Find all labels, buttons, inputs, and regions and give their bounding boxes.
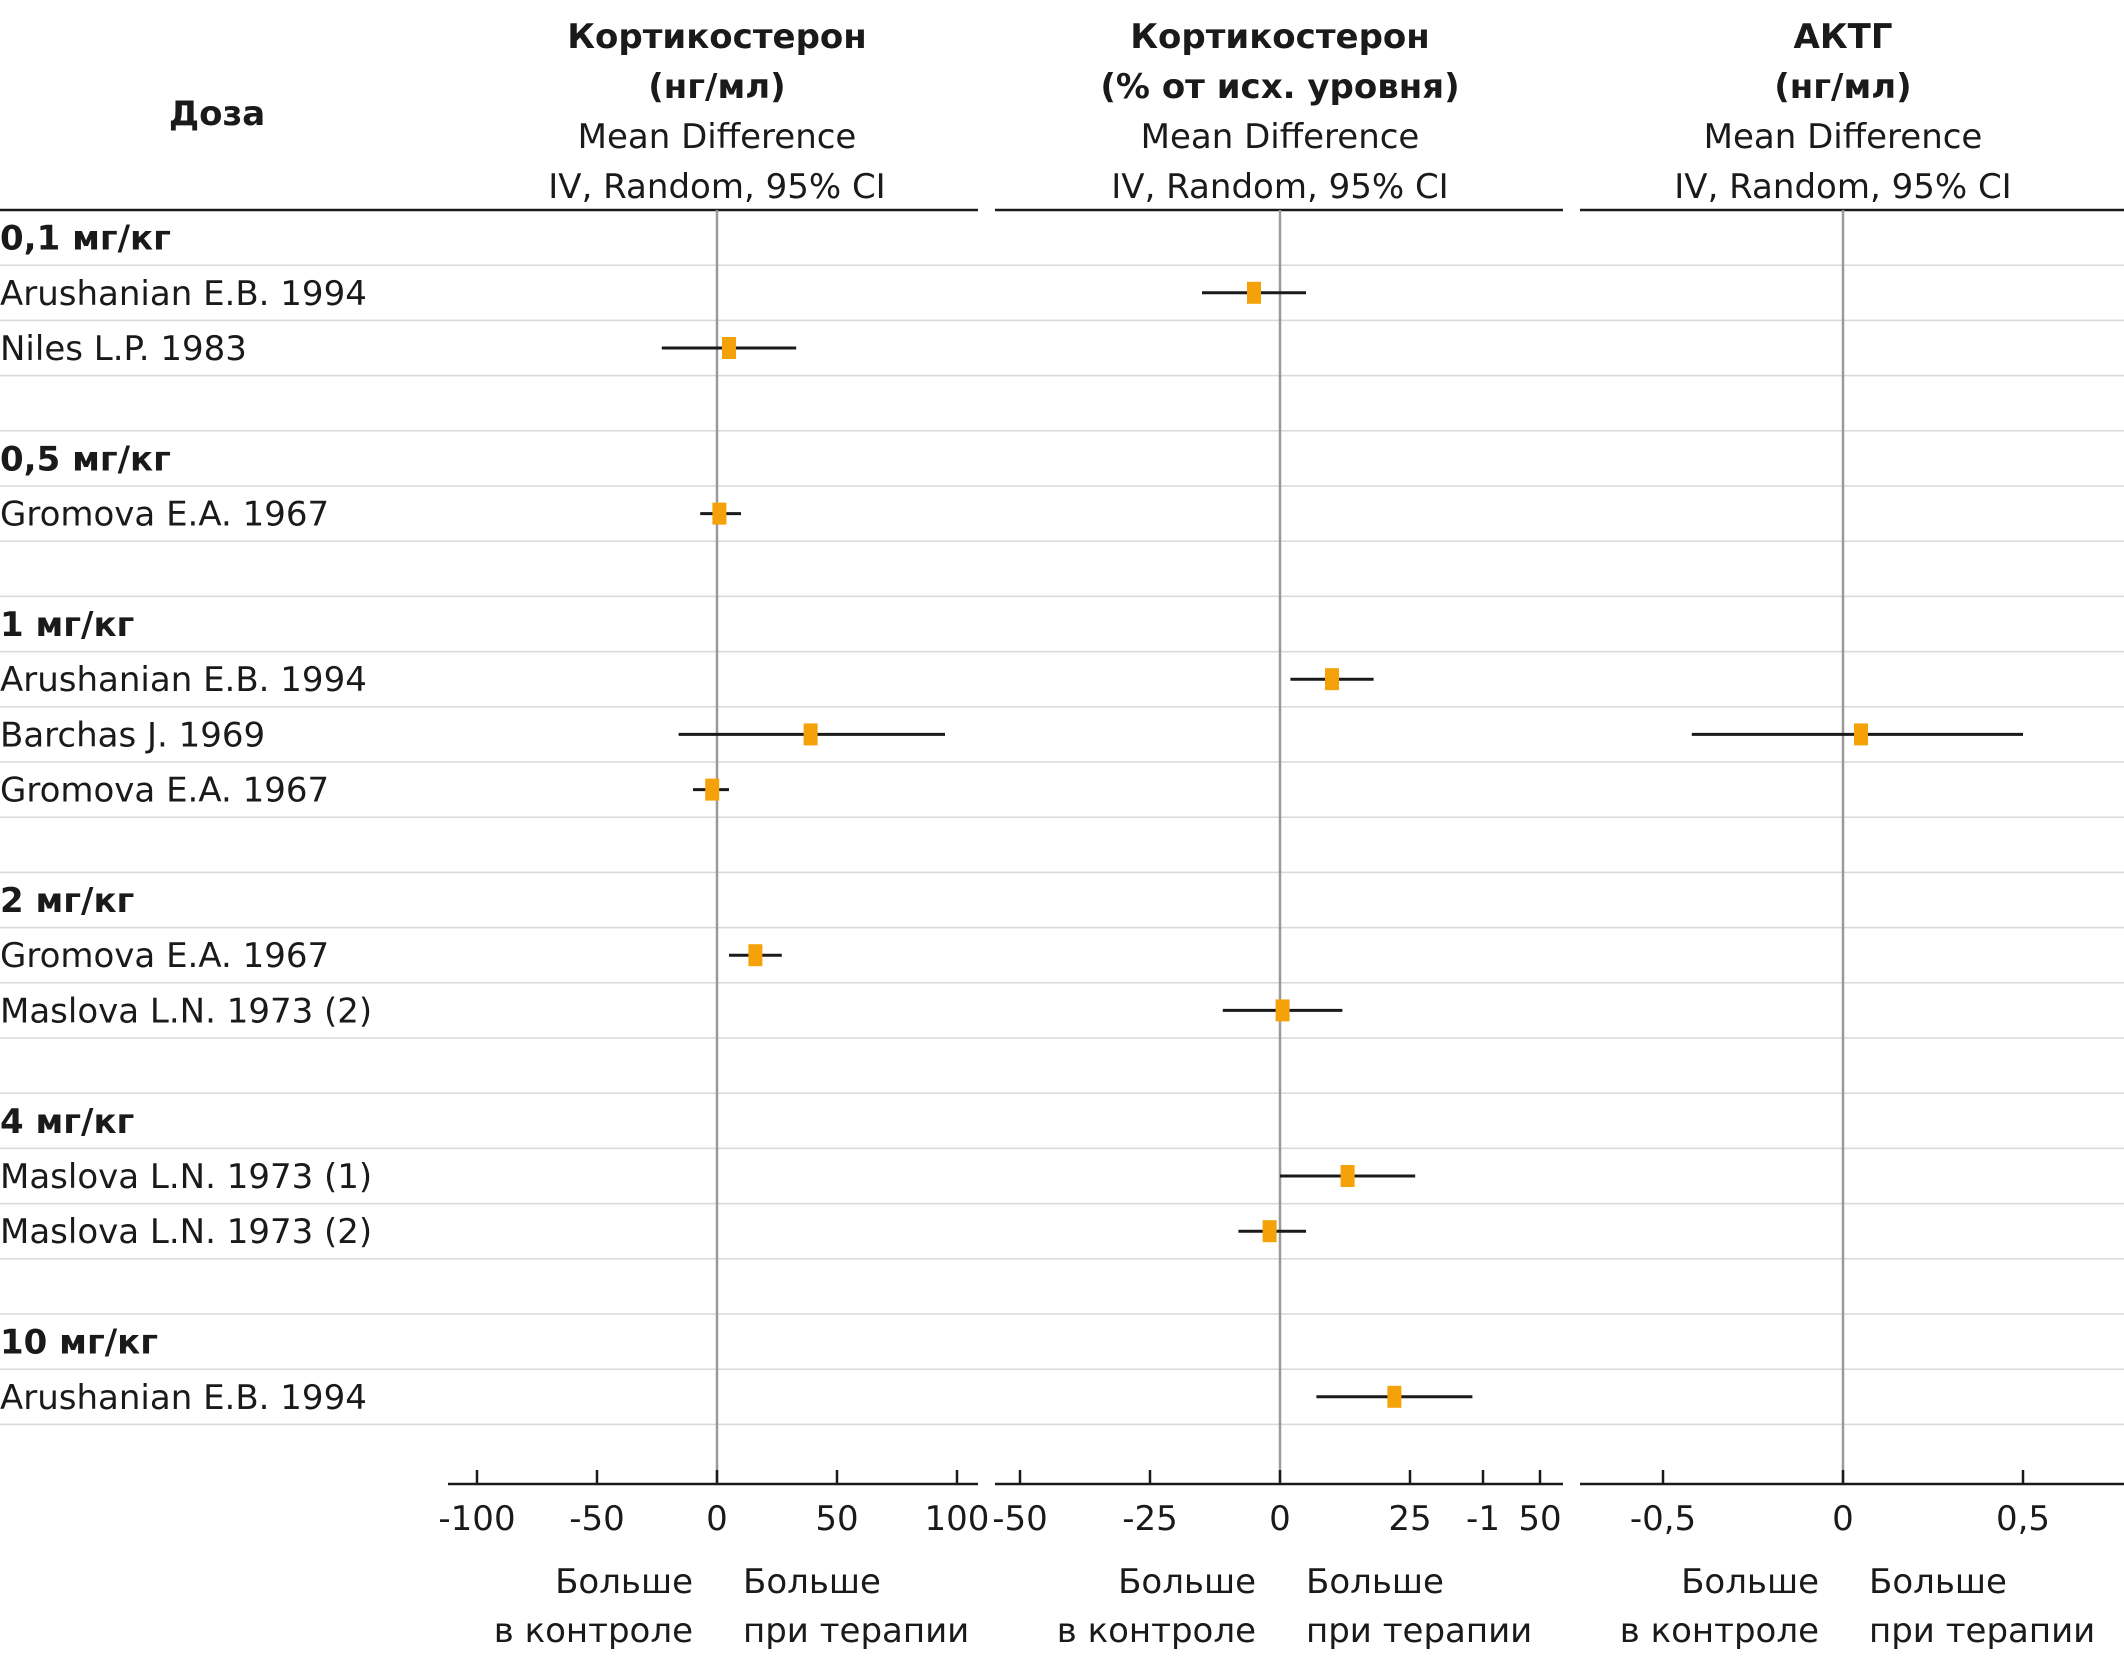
study-label: Maslova L.N. 1973 (2) — [0, 1212, 372, 1252]
dose-header: Доза — [169, 94, 265, 134]
study-label: Gromova E.A. 1967 — [0, 936, 329, 976]
effect-marker — [803, 723, 818, 746]
effect-marker — [722, 337, 736, 359]
favours-therapy-label: при терапии — [743, 1611, 969, 1651]
x-tick-label: 0 — [1832, 1499, 1854, 1539]
effect-marker — [1325, 668, 1339, 691]
favours-control-label: в контроле — [1057, 1611, 1256, 1651]
study-label: Arushanian E.B. 1994 — [0, 274, 367, 314]
favours-control-label: Больше — [555, 1562, 693, 1602]
x-tick-label: -100 — [438, 1499, 515, 1539]
effect-marker — [1387, 1385, 1402, 1408]
panel-unit: (нг/мл) — [648, 67, 785, 107]
effect-marker — [1262, 1220, 1277, 1243]
x-tick-label: 0 — [1269, 1499, 1291, 1539]
x-tick-label: -50 — [992, 1499, 1048, 1539]
panel-subtitle: Mean Difference — [578, 117, 857, 157]
panel-method: IV, Random, 95% CI — [1674, 167, 2011, 207]
x-tick-label: 50 — [815, 1499, 858, 1539]
effect-marker — [748, 944, 763, 967]
study-label: Gromova E.A. 1967 — [0, 495, 329, 535]
favours-control-label: Больше — [1681, 1562, 1819, 1602]
study-label: Gromova E.A. 1967 — [0, 771, 329, 811]
dose-group-label: 0,5 мг/кг — [0, 439, 171, 479]
study-label: Niles L.P. 1983 — [0, 329, 247, 369]
study-label: Maslova L.N. 1973 (1) — [0, 1157, 372, 1197]
study-label: Arushanian E.B. 1994 — [0, 1378, 367, 1418]
effect-marker — [712, 502, 727, 525]
dose-group-label: 10 мг/кг — [0, 1323, 158, 1363]
x-tick-label: 25 — [1388, 1499, 1431, 1539]
study-label: Maslova L.N. 1973 (2) — [0, 991, 372, 1031]
favours-therapy-label: Больше — [1869, 1562, 2007, 1602]
x-tick-label: 100 — [925, 1499, 990, 1539]
favours-therapy-label: Больше — [1306, 1562, 1444, 1602]
favours-therapy-label: при терапии — [1306, 1611, 1532, 1651]
x-tick-label: 0 — [706, 1499, 728, 1539]
favours-therapy-label: Больше — [743, 1562, 881, 1602]
panel-method: IV, Random, 95% CI — [1111, 167, 1448, 207]
study-label: Arushanian E.B. 1994 — [0, 660, 367, 700]
panel-title: АКТГ — [1794, 17, 1893, 57]
x-tick-label: -0,5 — [1630, 1499, 1696, 1539]
favours-control-label: Больше — [1118, 1562, 1256, 1602]
effect-marker — [1854, 723, 1868, 746]
panel-unit: (% от исх. уровня) — [1100, 67, 1459, 107]
effect-marker — [705, 778, 720, 801]
panel-subtitle: Mean Difference — [1704, 117, 1983, 157]
dose-group-label: 4 мг/кг — [0, 1102, 134, 1142]
dose-group-label: 0,1 мг/кг — [0, 219, 171, 259]
effect-marker — [1247, 281, 1261, 304]
x-tick-label: 50 — [1518, 1499, 1561, 1539]
dose-group-label: 1 мг/кг — [0, 605, 134, 645]
panel-unit: (нг/мл) — [1774, 67, 1911, 107]
study-label: Barchas J. 1969 — [0, 715, 265, 755]
favours-control-label: в контроле — [1620, 1611, 1819, 1651]
x-tick-label: -50 — [569, 1499, 625, 1539]
panel-method: IV, Random, 95% CI — [548, 167, 885, 207]
x-tick-label: -1 — [1466, 1499, 1500, 1539]
effect-marker — [1275, 999, 1290, 1022]
panel-title: Кортикостерон — [567, 17, 867, 57]
x-tick-label: -25 — [1122, 1499, 1178, 1539]
dose-group-label: 2 мг/кг — [0, 881, 134, 921]
x-tick-label: 0,5 — [1996, 1499, 2050, 1539]
panel-title: Кортикостерон — [1130, 17, 1430, 57]
favours-therapy-label: при терапии — [1869, 1611, 2095, 1651]
effect-marker — [1340, 1165, 1355, 1187]
favours-control-label: в контроле — [494, 1611, 693, 1651]
panel-subtitle: Mean Difference — [1141, 117, 1420, 157]
